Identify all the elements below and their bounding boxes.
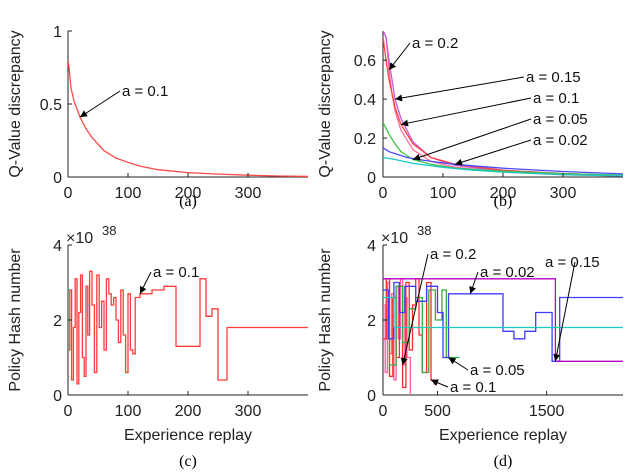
series-line-a-0-02: [383, 281, 623, 362]
annotation-arrowhead: [395, 94, 403, 102]
y-tick-label: 4: [53, 238, 62, 255]
series-line-a-0-05: [383, 285, 460, 374]
chart-b: 0 100 200 300 0 0.2 0.4 0.6 Q-Value discrepancy (…: [317, 30, 623, 210]
annotation-arrowhead: [400, 357, 408, 365]
x-tick-label: 0: [64, 185, 73, 202]
annotation-arrow: [554, 261, 576, 362]
y-tick-label: 2: [53, 313, 62, 330]
y-exponent-power: 38: [417, 223, 431, 238]
y-exponent-base: ×10: [66, 230, 93, 247]
y-tick-label: 0.4: [354, 92, 376, 109]
series-group: [383, 30, 623, 177]
annotation-label: a = 0.2: [412, 35, 458, 52]
annotation-arrowhead: [80, 110, 88, 118]
series-line-a-0-05: [383, 122, 623, 176]
annotation-arrow: [394, 76, 525, 100]
panel-caption: (d): [494, 453, 513, 470]
x-tick-label: 100: [115, 185, 142, 202]
x-tick-label: 300: [235, 185, 262, 202]
chart-c: 0 100 200 300 0 2 4 ×10 38 Policy Hash number Expe…: [7, 223, 308, 470]
annotation-label: a = 0.05: [533, 111, 588, 128]
y-tick-label: 0.5: [40, 97, 62, 114]
y-axis-label: Q-Value discrepancy: [7, 30, 24, 177]
series-line-a-0-1: [68, 270, 308, 385]
annotation-arrowhead: [389, 62, 397, 70]
series-line-a-0-1: [68, 60, 308, 177]
annotation-arrowhead: [401, 119, 409, 127]
annotation-label: a = 0.1: [533, 90, 579, 107]
y-axis-label: Policy Hash number: [7, 248, 24, 392]
annotation-label: a = 0.1: [122, 83, 168, 100]
series-line-unlabeled-5: [383, 156, 623, 177]
annotation-label: a = 0.02: [533, 132, 588, 149]
annotation-label: a = 0.15: [526, 69, 581, 86]
panel-caption: (c): [179, 453, 197, 470]
annotation-label: a = 0.02: [480, 264, 535, 281]
annotation-arrowhead: [455, 158, 463, 166]
y-exponent-base: ×10: [381, 230, 408, 247]
annotation-label: a = 0.1: [153, 264, 199, 281]
series-group: [68, 60, 308, 177]
y-tick-label: 4: [367, 238, 376, 255]
panel-caption: (b): [494, 193, 513, 210]
annotation-arrowhead: [469, 285, 476, 294]
x-axis-label: Experience replay: [439, 427, 567, 444]
annotation-arrowhead: [140, 285, 147, 294]
annotation-label: a = 0.15: [545, 254, 600, 271]
annotation-arrowhead: [431, 379, 439, 386]
y-tick-label: 0.2: [354, 131, 376, 148]
annotation-arrow: [79, 90, 121, 118]
x-tick-label: 100: [430, 185, 457, 202]
series-line-unlabeled-5: [383, 296, 623, 329]
chart-d: 0 500 1500 0 2 4 ×10 38 Policy Hash number Experi…: [317, 223, 623, 470]
x-tick-label: 100: [115, 403, 142, 420]
x-tick-label: 0: [64, 403, 73, 420]
annotation-arrow: [454, 139, 532, 165]
series-line-a-0-15: [383, 278, 623, 362]
x-tick-label: 200: [490, 185, 517, 202]
y-tick-label: 2: [367, 313, 376, 330]
series-group: [383, 278, 623, 395]
x-tick-label: 0: [379, 185, 388, 202]
x-tick-label: 0: [379, 403, 388, 420]
x-tick-label: 300: [235, 403, 262, 420]
x-axis-label: Experience replay: [124, 427, 252, 444]
x-tick-label: 500: [424, 403, 451, 420]
series-line-a-0-02: [383, 147, 623, 175]
y-axis-label: Q-Value discrepancy: [317, 30, 334, 177]
annotation-label: a = 0.1: [450, 379, 496, 396]
y-tick-label: 0: [367, 388, 376, 405]
y-axis-label: Policy Hash number: [317, 248, 334, 392]
x-tick-label: 300: [550, 185, 577, 202]
y-tick-label: 0: [367, 170, 376, 187]
x-tick-label: 200: [175, 403, 202, 420]
annotation-arrowhead: [448, 357, 457, 365]
chart-a: 0 100 200 300 0 0.5 1 Q-Value discrepancy (a) a =…: [7, 24, 308, 210]
annotation-label: a = 0.2: [430, 246, 476, 263]
annotation-arrowhead: [553, 353, 561, 362]
x-tick-label: 1500: [529, 403, 565, 420]
annotation-arrow: [400, 97, 532, 125]
panel-caption: (a): [179, 193, 197, 210]
y-exponent-power: 38: [102, 223, 116, 238]
annotation-arrowhead: [413, 153, 421, 161]
x-tick-label: 200: [175, 185, 202, 202]
y-tick-label: 0.6: [354, 53, 376, 70]
annotation-label: a = 0.05: [470, 362, 525, 379]
annotation-arrow: [412, 118, 532, 160]
series-line-a-0-1: [383, 36, 623, 177]
y-tick-label: 0: [53, 170, 62, 187]
y-tick-label: 0: [53, 388, 62, 405]
annotation-arrow: [402, 253, 429, 366]
y-tick-label: 1: [53, 24, 62, 41]
series-group: [68, 270, 308, 385]
